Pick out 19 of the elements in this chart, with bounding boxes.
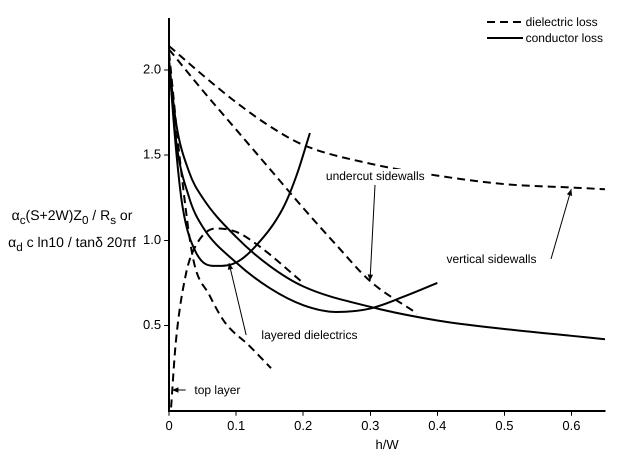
- legend-label: dielectric loss: [526, 14, 598, 30]
- x-tick-label: 0.4: [428, 418, 446, 434]
- y-tick-label: 0.5: [142, 317, 162, 332]
- legend-label: conductor loss: [526, 30, 603, 46]
- annotation: top layer: [192, 383, 242, 398]
- x-axis-title: h/W: [375, 436, 400, 452]
- x-tick-label: 0.2: [294, 418, 312, 434]
- annotation: layered dielectrics: [259, 328, 360, 342]
- annotation: vertical sidewalls: [444, 252, 538, 266]
- annotation: undercut sidewalls: [324, 169, 427, 184]
- text: α$_{c}$(S+2W)Z$_{0}$ / R$_{s}$ or α$_{d}$ c ln10 / tanδ 20πf: [8, 207, 136, 254]
- y-tick-label: 2.0: [142, 62, 162, 77]
- x-tick-label: 0.3: [361, 418, 380, 434]
- y-tick-label: 1.0: [142, 232, 162, 247]
- x-tick-label: 0: [165, 418, 173, 434]
- x-tick-label: 0.6: [562, 418, 581, 434]
- x-tick-label: 0.1: [227, 418, 246, 434]
- y-tick-label: 1.5: [142, 146, 162, 162]
- x-tick-label: 0.5: [495, 418, 514, 434]
